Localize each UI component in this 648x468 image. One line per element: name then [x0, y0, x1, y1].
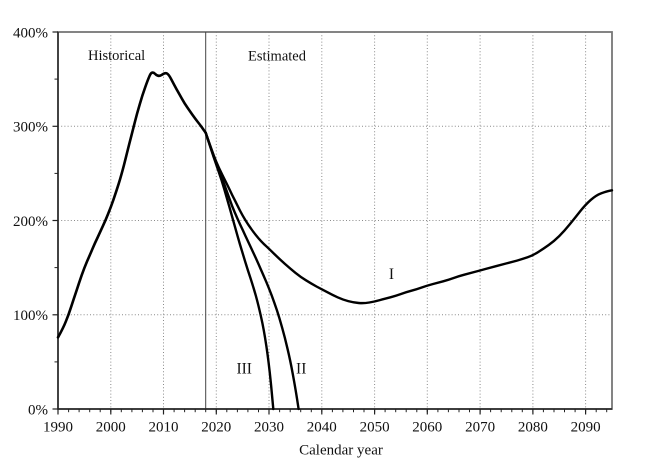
annotation-alt-2: II — [296, 360, 306, 377]
x-tick-label: 2010 — [149, 419, 179, 435]
alternative-III-curve — [204, 131, 275, 411]
y-tick-label: 100% — [13, 308, 48, 324]
historical-curve — [56, 71, 207, 339]
x-tick-label: 2060 — [412, 419, 442, 435]
y-tick-label: 0% — [28, 402, 48, 418]
x-tick-label: 2050 — [360, 419, 390, 435]
y-tick-label: 300% — [13, 120, 48, 136]
x-axis-title: Calendar year — [299, 442, 383, 458]
x-tick-label: 1990 — [43, 419, 73, 435]
x-tick-label: 2020 — [201, 419, 231, 435]
y-tick-label: 200% — [13, 214, 48, 230]
x-tick-label: 2070 — [465, 419, 495, 435]
annotation-historical: Historical — [88, 48, 145, 64]
x-tick-label: 2000 — [96, 419, 126, 435]
annotation-alt-3: III — [236, 360, 252, 377]
alternative-II-curve — [204, 131, 300, 411]
y-tick-label: 400% — [13, 25, 48, 41]
annotation-alt-1: I — [389, 266, 394, 283]
alternative-I-curve — [204, 131, 614, 305]
x-tick-label: 2080 — [518, 419, 548, 435]
x-tick-label: 2090 — [571, 419, 601, 435]
x-tick-label: 2040 — [307, 419, 337, 435]
x-tick-label: 2030 — [254, 419, 284, 435]
annotation-estimated: Estimated — [248, 49, 307, 65]
